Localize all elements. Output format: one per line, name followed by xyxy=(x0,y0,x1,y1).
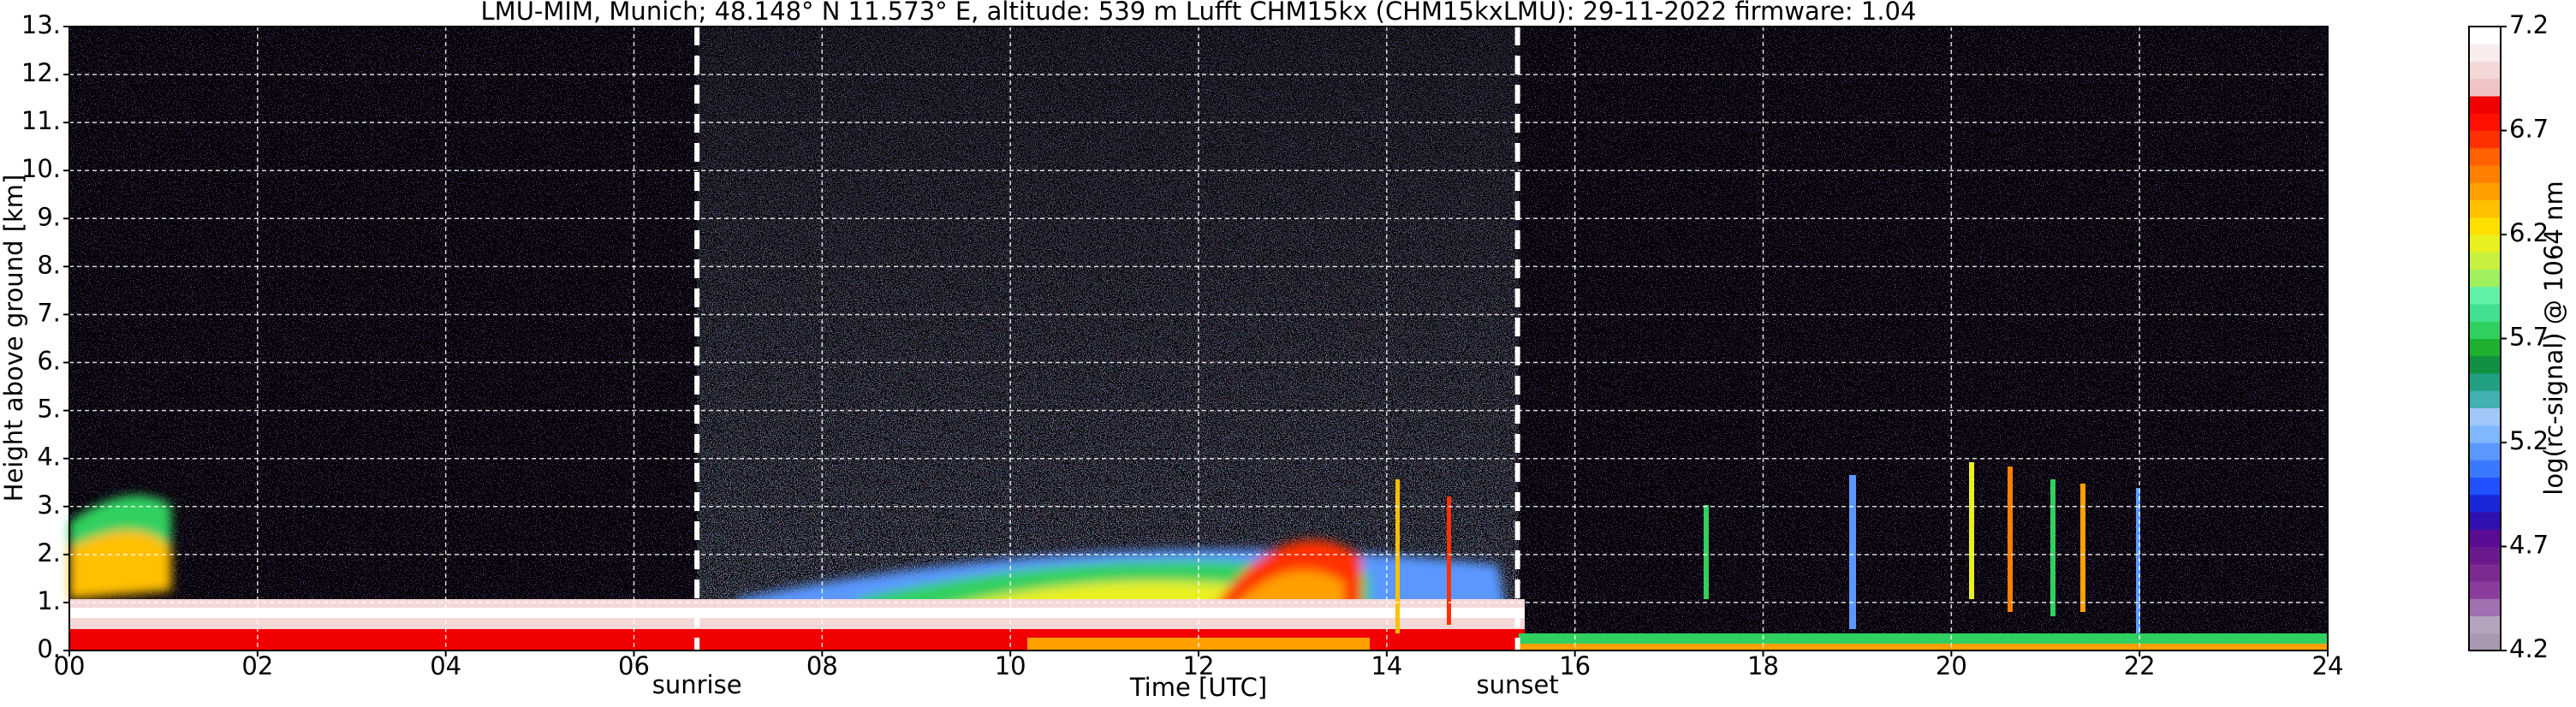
colorbar-segment xyxy=(2469,529,2501,547)
colorbar-segment xyxy=(2469,27,2501,45)
colorbar-segment xyxy=(2469,460,2501,478)
colorbar-tick-label: 5.7 xyxy=(2509,323,2549,352)
x-tick-label: 18 xyxy=(1747,651,1779,680)
daytime-noise xyxy=(697,27,1519,651)
colorbar-tick-label: 7.2 xyxy=(2509,10,2549,39)
x-tick-label: 02 xyxy=(241,651,273,680)
annotation-label: sunset xyxy=(1477,670,1559,699)
colorbar-segment xyxy=(2469,199,2501,218)
colorbar-segment xyxy=(2469,546,2501,565)
colorbar-segment xyxy=(2469,338,2501,357)
colorbar-tick-label: 6.7 xyxy=(2509,115,2549,144)
colorbar-segment xyxy=(2469,304,2501,322)
y-tick-label: 1. xyxy=(37,586,61,615)
y-axis-label: Height above ground [km] xyxy=(0,175,28,502)
colorbar-segment xyxy=(2469,373,2501,391)
surface-layer-night-core xyxy=(1519,644,2328,651)
x-tick-label: 20 xyxy=(1936,651,1967,680)
y-tick-label: 12. xyxy=(21,58,61,87)
colorbar-segment xyxy=(2469,477,2501,496)
colorbar-segment xyxy=(2469,235,2501,253)
cloud-streaks xyxy=(1395,462,2140,633)
x-tick-label: 22 xyxy=(2124,651,2156,680)
colorbar-segment xyxy=(2469,113,2501,131)
colorbar-segment xyxy=(2469,96,2501,114)
colorbar-segment xyxy=(2469,494,2501,513)
colorbar-segment xyxy=(2469,182,2501,200)
y-tick-label: 2. xyxy=(37,538,61,567)
colorbar-segment xyxy=(2469,217,2501,235)
colorbar-segment xyxy=(2469,512,2501,530)
x-tick-label: 08 xyxy=(806,651,838,680)
x-tick-label: 16 xyxy=(1559,651,1591,680)
colorbar-segment xyxy=(2469,130,2501,149)
y-tick-label: 13. xyxy=(21,10,61,39)
chart-title: LMU-MIM, Munich; 48.148° N 11.573° E, al… xyxy=(481,0,1917,26)
colorbar-segment xyxy=(2469,390,2501,408)
colorbar-segment xyxy=(2469,407,2501,426)
y-tick-label: 10. xyxy=(21,154,61,183)
colorbar-segment xyxy=(2469,44,2501,62)
y-tick-label: 3. xyxy=(37,490,61,520)
colorbar-label: log(rc-signal) @ 1064 nm xyxy=(2539,181,2568,495)
boundary-layer-core xyxy=(69,608,1525,618)
x-tick-label: 24 xyxy=(2312,651,2344,680)
annotation-label: sunrise xyxy=(652,670,742,699)
y-tick-label: 11. xyxy=(21,106,61,135)
colorbar-tick-label: 4.7 xyxy=(2509,531,2549,560)
colorbar-segment xyxy=(2469,286,2501,305)
colorbar-segment xyxy=(2469,563,2501,582)
y-tick-label: 9. xyxy=(37,202,61,231)
colorbar-segment xyxy=(2469,598,2501,616)
colorbar-segment xyxy=(2469,147,2501,166)
y-tick-label: 5. xyxy=(37,395,61,424)
colorbar-segment xyxy=(2469,269,2501,288)
x-tick-label: 10 xyxy=(995,651,1026,680)
colorbar-segment xyxy=(2469,321,2501,339)
colorbar-segment xyxy=(2469,165,2501,183)
colorbar-segment xyxy=(2469,443,2501,460)
colorbar-tick-label: 5.2 xyxy=(2509,426,2549,455)
x-axis-label: Time [UTC] xyxy=(1129,673,1267,702)
x-tick-label: 04 xyxy=(430,651,461,680)
colorbar-segment xyxy=(2469,355,2501,374)
x-tick-label: 06 xyxy=(618,651,650,680)
y-tick-label: 4. xyxy=(37,443,61,472)
colorbar-segment xyxy=(2469,425,2501,443)
plot-frame xyxy=(68,26,2329,651)
colorbar-segment xyxy=(2469,78,2501,97)
colorbar-segment xyxy=(2469,633,2501,651)
x-tick-label: 12 xyxy=(1183,651,1215,680)
colorbar-tick-label: 6.2 xyxy=(2509,218,2549,247)
y-tick-label: 8. xyxy=(37,250,61,279)
y-tick-label: 0. xyxy=(37,634,61,663)
colorbar-segment xyxy=(2469,615,2501,634)
colorbar-segment xyxy=(2469,581,2501,599)
y-tick-label: 7. xyxy=(37,298,61,327)
colorbar-segment xyxy=(2469,61,2501,80)
colorbar-tick-label: 4.2 xyxy=(2509,634,2549,663)
colorbar-segment xyxy=(2469,252,2501,270)
x-tick-label: 14 xyxy=(1371,651,1402,680)
y-tick-label: 6. xyxy=(37,347,61,376)
x-tick-label: 00 xyxy=(54,651,86,680)
